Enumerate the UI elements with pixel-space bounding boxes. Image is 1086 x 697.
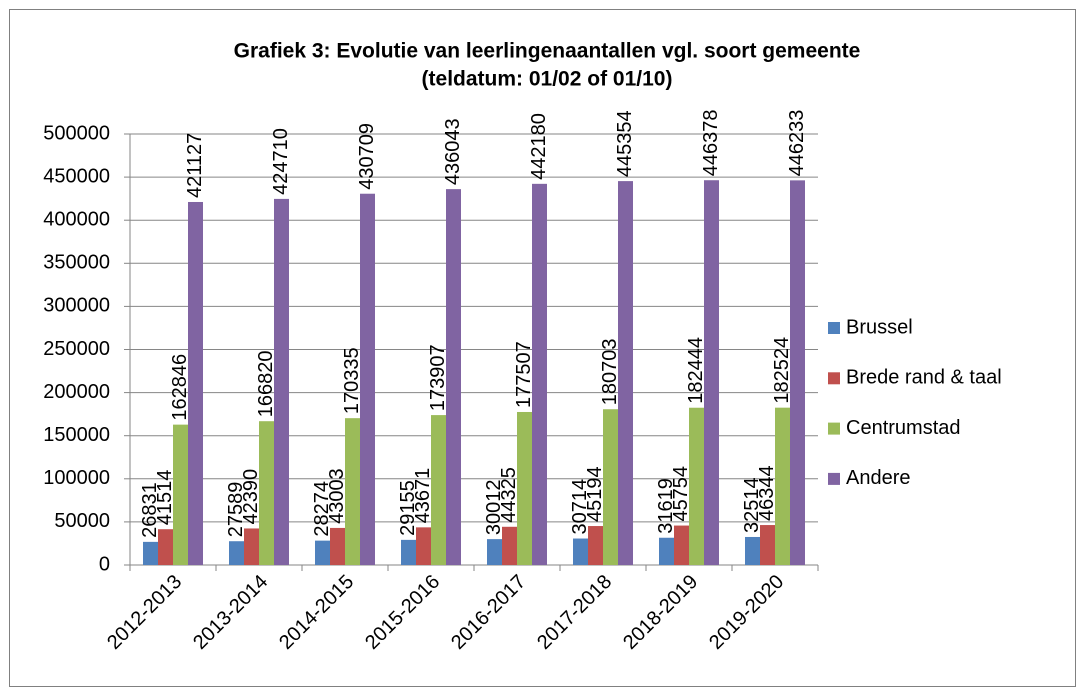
bar (431, 415, 446, 565)
value-label: 182444 (685, 337, 707, 404)
bar (659, 537, 674, 565)
bar (618, 181, 633, 565)
value-label: 45754 (670, 466, 692, 522)
bar (143, 541, 158, 565)
value-label: 166820 (255, 350, 277, 417)
value-label: 30714 (569, 479, 591, 535)
legend-swatch (828, 472, 840, 485)
value-label: 421127 (184, 133, 206, 198)
chart-title: Grafiek 3: Evolutie van leerlingenaantal… (234, 40, 861, 63)
legend-label: Brussel (846, 316, 913, 338)
value-label: 29155 (397, 480, 419, 536)
bar (760, 525, 775, 565)
bar (502, 526, 517, 565)
legend-swatch (828, 372, 840, 385)
legend-label: Andere (846, 467, 911, 489)
bar (401, 539, 416, 565)
bar (573, 538, 588, 565)
value-label: 182524 (771, 337, 793, 404)
value-label: 43671 (412, 468, 434, 524)
y-tick-label: 150000 (43, 424, 110, 446)
bar (446, 189, 461, 566)
bar (487, 539, 502, 565)
value-label: 44325 (498, 467, 520, 523)
legend-label: Centrumstad (846, 417, 961, 439)
bar (689, 407, 704, 565)
value-label: 424710 (270, 128, 292, 195)
bar (158, 529, 173, 565)
bar (745, 536, 760, 565)
value-label: 32514 (741, 477, 763, 533)
bar (775, 407, 790, 565)
bar (704, 180, 719, 565)
value-label: 43003 (326, 468, 348, 524)
y-tick-label: 0 (99, 553, 110, 575)
bar (274, 198, 289, 566)
bar (588, 526, 603, 565)
legend-swatch (828, 322, 840, 334)
bar (674, 525, 689, 565)
bar (532, 183, 547, 566)
value-label: 41514 (154, 470, 176, 526)
value-label: 430709 (356, 123, 378, 190)
value-label: 180703 (599, 338, 621, 405)
bar (790, 180, 805, 565)
value-label: 26831 (139, 482, 161, 538)
bar (360, 193, 375, 566)
value-label: 28274 (311, 481, 333, 537)
bar (173, 424, 188, 565)
bar (188, 201, 203, 565)
value-label: 46344 (756, 465, 778, 521)
y-tick-label: 100000 (43, 467, 110, 489)
value-label: 170335 (341, 347, 363, 414)
value-label: 442180 (528, 113, 550, 180)
value-label: 27589 (225, 482, 247, 538)
value-label: 162846 (169, 354, 191, 421)
value-label: 436043 (442, 118, 464, 185)
legend-swatch (828, 422, 840, 435)
value-label: 30012 (483, 480, 505, 536)
y-tick-label: 250000 (43, 338, 110, 360)
bar (259, 421, 274, 565)
y-tick-label: 350000 (43, 252, 110, 274)
value-label: 42390 (240, 469, 262, 525)
value-label: 45194 (584, 466, 606, 522)
legend-label: Brede rand & taal (846, 367, 1002, 389)
value-label: 177507 (513, 341, 535, 408)
bar (244, 528, 259, 565)
bar (330, 527, 345, 565)
y-tick-label: 50000 (54, 510, 110, 532)
bar (345, 418, 360, 565)
bar (315, 540, 330, 565)
value-label: 446233 (786, 110, 808, 177)
value-label: 445354 (614, 110, 636, 177)
y-tick-label: 200000 (43, 381, 110, 403)
bar (517, 411, 532, 565)
y-tick-label: 450000 (43, 165, 110, 187)
y-tick-label: 500000 (43, 122, 110, 144)
y-tick-label: 400000 (43, 208, 110, 230)
value-label: 173907 (427, 344, 449, 411)
bar (416, 527, 431, 565)
y-tick-label: 300000 (43, 295, 110, 317)
bar (229, 541, 244, 565)
value-label: 446378 (700, 109, 722, 176)
value-label: 31619 (655, 478, 677, 534)
bar (603, 409, 618, 565)
chart-subtitle: (teldatum: 01/02 of 01/10) (422, 68, 673, 91)
